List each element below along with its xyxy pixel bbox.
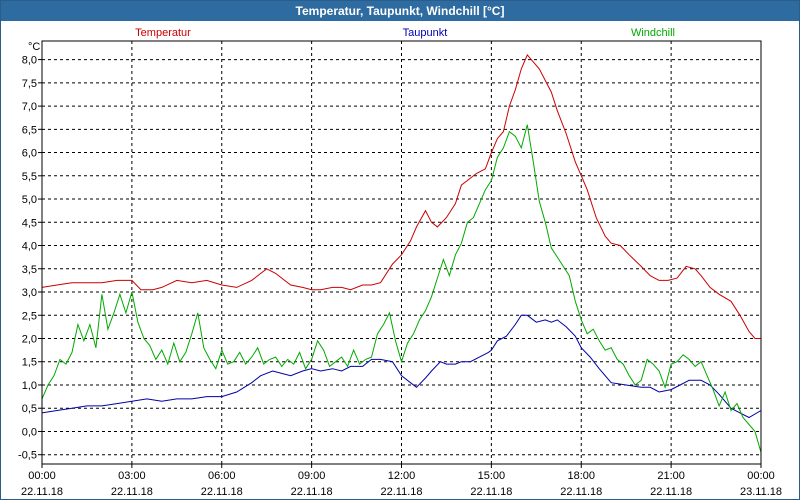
series-line-windchill <box>41 124 762 453</box>
grid-lines <box>41 41 762 464</box>
x-tick-date-label: 22.11.18 <box>650 486 692 498</box>
y-tick-label: 1,5 <box>22 357 37 369</box>
x-tick-time-label: 00:00 <box>28 470 56 482</box>
x-tick-time-label: 09:00 <box>298 470 326 482</box>
y-axis-unit-label: °C <box>28 41 40 53</box>
legend: Temperatur Taupunkt Windchill <box>135 27 675 39</box>
legend-entry-windchill: Windchill <box>631 27 675 39</box>
x-tick-time-label: 03:00 <box>118 470 146 482</box>
x-tick-date-label: 22.11.18 <box>111 486 153 498</box>
y-tick-label: -0,5 <box>18 450 37 462</box>
y-tick-label: 6,0 <box>22 148 37 160</box>
x-axis-ticks: 00:00 22.11.18 03:00 22.11.18 06:00 22.11.18 0… <box>21 464 782 498</box>
x-tick-time-label: 18:00 <box>567 470 595 482</box>
x-tick-date-label: 22.11.18 <box>380 486 422 498</box>
window-title: Temperatur, Taupunkt, Windchill [°C] <box>1 1 799 21</box>
series-line-taupunkt <box>41 314 762 419</box>
y-tick-label: 3,5 <box>22 264 37 276</box>
x-tick-time-label: 21:00 <box>657 470 685 482</box>
series-lines <box>41 53 762 453</box>
legend-entry-taupunkt: Taupunkt <box>403 27 448 39</box>
plot-border <box>41 40 762 465</box>
y-tick-label: 2,0 <box>22 333 37 345</box>
y-tick-label: 1,0 <box>22 380 37 392</box>
x-tick-date-label: 22.11.18 <box>21 486 63 498</box>
y-tick-label: 4,0 <box>22 241 37 253</box>
y-tick-label: 2,5 <box>22 310 37 322</box>
x-tick-date-label: 22.11.18 <box>201 486 243 498</box>
y-tick-label: 7,0 <box>22 101 37 113</box>
y-tick-label: 4,5 <box>22 217 37 229</box>
x-tick-time-label: 15:00 <box>478 470 506 482</box>
x-tick-time-label: 00:00 <box>747 470 775 482</box>
series-line-temperatur <box>41 53 761 339</box>
y-tick-label: 8,0 <box>22 55 37 67</box>
y-tick-label: 6,5 <box>22 124 37 136</box>
y-tick-label: 0,0 <box>22 426 37 438</box>
y-tick-label: 0,5 <box>22 403 37 415</box>
y-tick-label: 5,5 <box>22 171 37 183</box>
y-tick-label: 7,5 <box>22 78 37 90</box>
legend-entry-temperatur: Temperatur <box>135 27 191 39</box>
y-axis-ticks: 8,0 7,5 7,0 6,5 6,0 5,5 5,0 4,5 4,0 3,5 3,0 2,5 2,0 1… <box>18 55 42 462</box>
x-tick-time-label: 06:00 <box>208 470 236 482</box>
x-tick-date-label: 22.11.18 <box>560 486 602 498</box>
x-tick-date-label: 22.11.18 <box>470 486 512 498</box>
x-tick-time-label: 12:00 <box>388 470 416 482</box>
y-tick-label: 3,0 <box>22 287 37 299</box>
line-chart: 8,0 7,5 7,0 6,5 6,0 5,5 5,0 4,5 4,0 3,5 3,0 2,5 2,0 1… <box>18 27 782 498</box>
x-tick-date-label: 23.11.18 <box>740 486 782 498</box>
y-tick-label: 5,0 <box>22 194 37 206</box>
x-tick-date-label: 22.11.18 <box>291 486 333 498</box>
